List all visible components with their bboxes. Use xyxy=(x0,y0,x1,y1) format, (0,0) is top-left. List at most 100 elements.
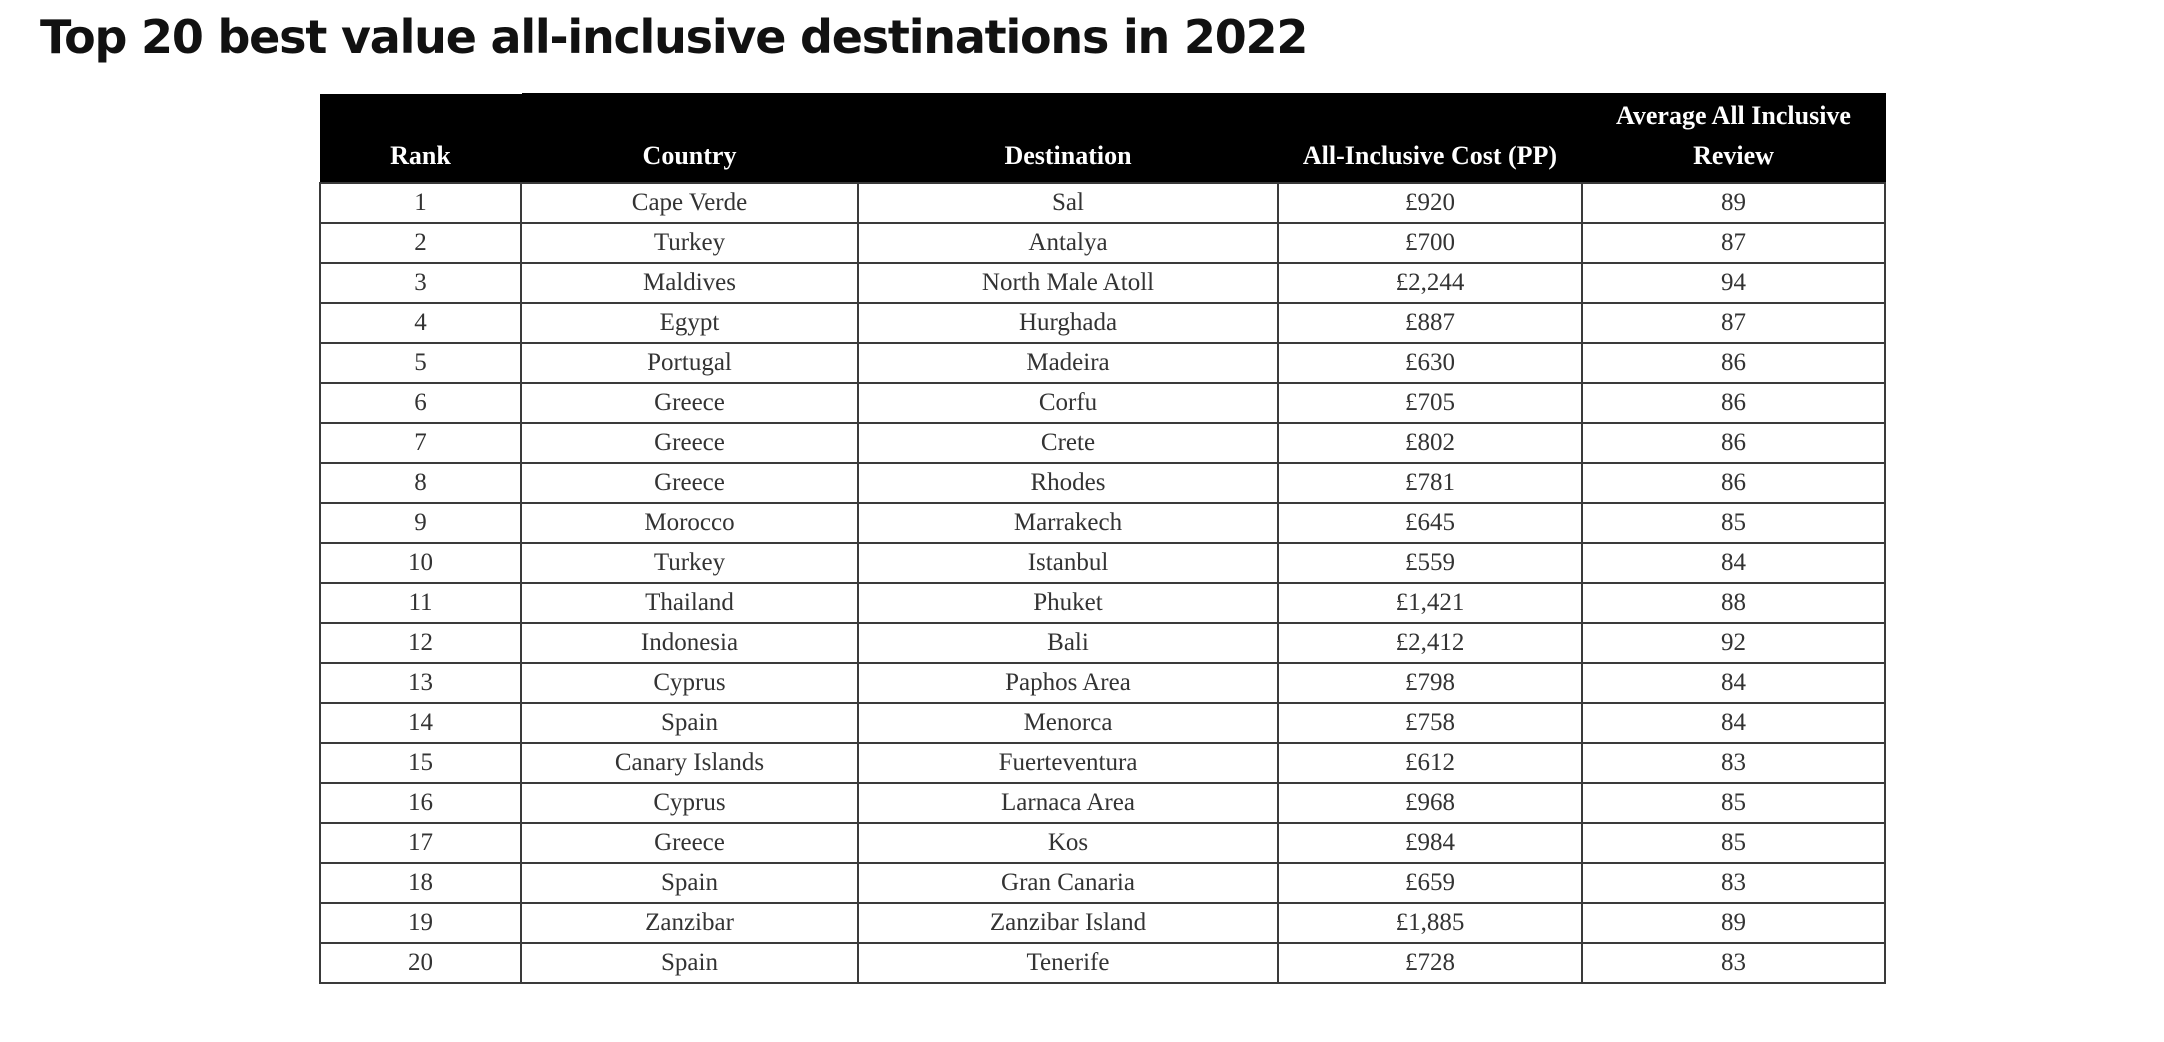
cell-destination: Menorca xyxy=(857,702,1279,744)
cell-review: 84 xyxy=(1581,702,1886,744)
cell-rank: 3 xyxy=(319,262,522,304)
table-row: 12 Indonesia Bali £2,412 92 xyxy=(319,622,1886,664)
table-row: 9 Morocco Marrakech £645 85 xyxy=(319,502,1886,544)
cell-country: Turkey xyxy=(520,222,859,264)
cell-rank: 10 xyxy=(319,542,522,584)
cell-review: 94 xyxy=(1581,262,1886,304)
cell-country: Cape Verde xyxy=(520,182,859,224)
cell-rank: 15 xyxy=(319,742,522,784)
cell-destination: Antalya xyxy=(857,222,1279,264)
cell-rank: 13 xyxy=(319,662,522,704)
cell-cost: £659 xyxy=(1277,862,1583,904)
header-destination: Destination xyxy=(857,93,1279,183)
cell-rank: 1 xyxy=(319,182,522,224)
cell-cost: £984 xyxy=(1277,822,1583,864)
destinations-table-container: Rank Country Destination All-Inclusive C… xyxy=(319,92,1886,984)
table-row: 3 Maldives North Male Atoll £2,244 94 xyxy=(319,262,1886,304)
cell-cost: £728 xyxy=(1277,942,1583,984)
cell-rank: 9 xyxy=(319,502,522,544)
header-rank: Rank xyxy=(319,92,522,183)
cell-cost: £802 xyxy=(1277,422,1583,464)
cell-review: 83 xyxy=(1581,862,1886,904)
table-row: 7 Greece Crete £802 86 xyxy=(319,422,1886,464)
cell-rank: 7 xyxy=(319,422,522,464)
cell-rank: 8 xyxy=(319,462,522,504)
table-body: 1 Cape Verde Sal £920 89 2 Turkey Antalya £700 87… xyxy=(319,182,1886,984)
cell-cost: £705 xyxy=(1277,382,1583,424)
cell-review: 87 xyxy=(1581,302,1886,344)
cell-country: Greece xyxy=(520,422,859,464)
header-row: Rank Country Destination All-Inclusive C… xyxy=(319,92,1886,183)
cell-country: Greece xyxy=(520,462,859,504)
cell-cost: £920 xyxy=(1277,182,1583,224)
cell-destination: Istanbul xyxy=(857,542,1279,584)
table-row: 6 Greece Corfu £705 86 xyxy=(319,382,1886,424)
cell-destination: Phuket xyxy=(857,582,1279,624)
cell-rank: 20 xyxy=(319,942,522,984)
cell-destination: Madeira xyxy=(857,342,1279,384)
table-row: 19 Zanzibar Zanzibar Island £1,885 89 xyxy=(319,902,1886,944)
cell-destination: Fuerteventura xyxy=(857,742,1279,784)
cell-country: Indonesia xyxy=(520,622,859,664)
cell-cost: £2,412 xyxy=(1277,622,1583,664)
cell-destination: Tenerife xyxy=(857,942,1279,984)
cell-rank: 2 xyxy=(319,222,522,264)
cell-country: Canary Islands xyxy=(520,742,859,784)
cell-review: 85 xyxy=(1581,782,1886,824)
table-row: 15 Canary Islands Fuerteventura £612 83 xyxy=(319,742,1886,784)
cell-cost: £1,421 xyxy=(1277,582,1583,624)
cell-destination: North Male Atoll xyxy=(857,262,1279,304)
cell-cost: £758 xyxy=(1277,702,1583,744)
header-country: Country xyxy=(520,93,859,183)
cell-country: Spain xyxy=(520,862,859,904)
cell-review: 86 xyxy=(1581,422,1886,464)
header-review-line2: Review xyxy=(1693,141,1774,170)
cell-review: 85 xyxy=(1581,822,1886,864)
cell-cost: £781 xyxy=(1277,462,1583,504)
cell-cost: £700 xyxy=(1277,222,1583,264)
cell-destination: Corfu xyxy=(857,382,1279,424)
cell-review: 84 xyxy=(1581,542,1886,584)
cell-country: Cyprus xyxy=(520,662,859,704)
cell-country: Egypt xyxy=(520,302,859,344)
cell-rank: 5 xyxy=(319,342,522,384)
cell-review: 88 xyxy=(1581,582,1886,624)
cell-country: Maldives xyxy=(520,262,859,304)
cell-review: 89 xyxy=(1581,902,1886,944)
cell-destination: Kos xyxy=(857,822,1279,864)
table-row: 16 Cyprus Larnaca Area £968 85 xyxy=(319,782,1886,824)
cell-rank: 14 xyxy=(319,702,522,744)
header-review: Average All Inclusive Review xyxy=(1581,93,1886,183)
cell-review: 86 xyxy=(1581,382,1886,424)
cell-rank: 19 xyxy=(319,902,522,944)
cell-rank: 12 xyxy=(319,622,522,664)
destinations-table: Rank Country Destination All-Inclusive C… xyxy=(319,92,1886,984)
table-row: 8 Greece Rhodes £781 86 xyxy=(319,462,1886,504)
cell-review: 86 xyxy=(1581,342,1886,384)
cell-country: Greece xyxy=(520,822,859,864)
cell-country: Greece xyxy=(520,382,859,424)
cell-destination: Zanzibar Island xyxy=(857,902,1279,944)
cell-country: Spain xyxy=(520,702,859,744)
cell-country: Zanzibar xyxy=(520,902,859,944)
cell-cost: £1,885 xyxy=(1277,902,1583,944)
cell-destination: Bali xyxy=(857,622,1279,664)
cell-destination: Hurghada xyxy=(857,302,1279,344)
cell-country: Thailand xyxy=(520,582,859,624)
cell-review: 85 xyxy=(1581,502,1886,544)
table-row: 1 Cape Verde Sal £920 89 xyxy=(319,182,1886,224)
cell-rank: 16 xyxy=(319,782,522,824)
cell-review: 84 xyxy=(1581,662,1886,704)
cell-review: 92 xyxy=(1581,622,1886,664)
cell-cost: £559 xyxy=(1277,542,1583,584)
table-row: 20 Spain Tenerife £728 83 xyxy=(319,942,1886,984)
cell-destination: Marrakech xyxy=(857,502,1279,544)
header-cost: All-Inclusive Cost (PP) xyxy=(1277,93,1583,183)
table-row: 11 Thailand Phuket £1,421 88 xyxy=(319,582,1886,624)
cell-destination: Larnaca Area xyxy=(857,782,1279,824)
cell-destination: Sal xyxy=(857,182,1279,224)
cell-destination: Paphos Area xyxy=(857,662,1279,704)
cell-country: Spain xyxy=(520,942,859,984)
cell-rank: 17 xyxy=(319,822,522,864)
table-row: 10 Turkey Istanbul £559 84 xyxy=(319,542,1886,584)
